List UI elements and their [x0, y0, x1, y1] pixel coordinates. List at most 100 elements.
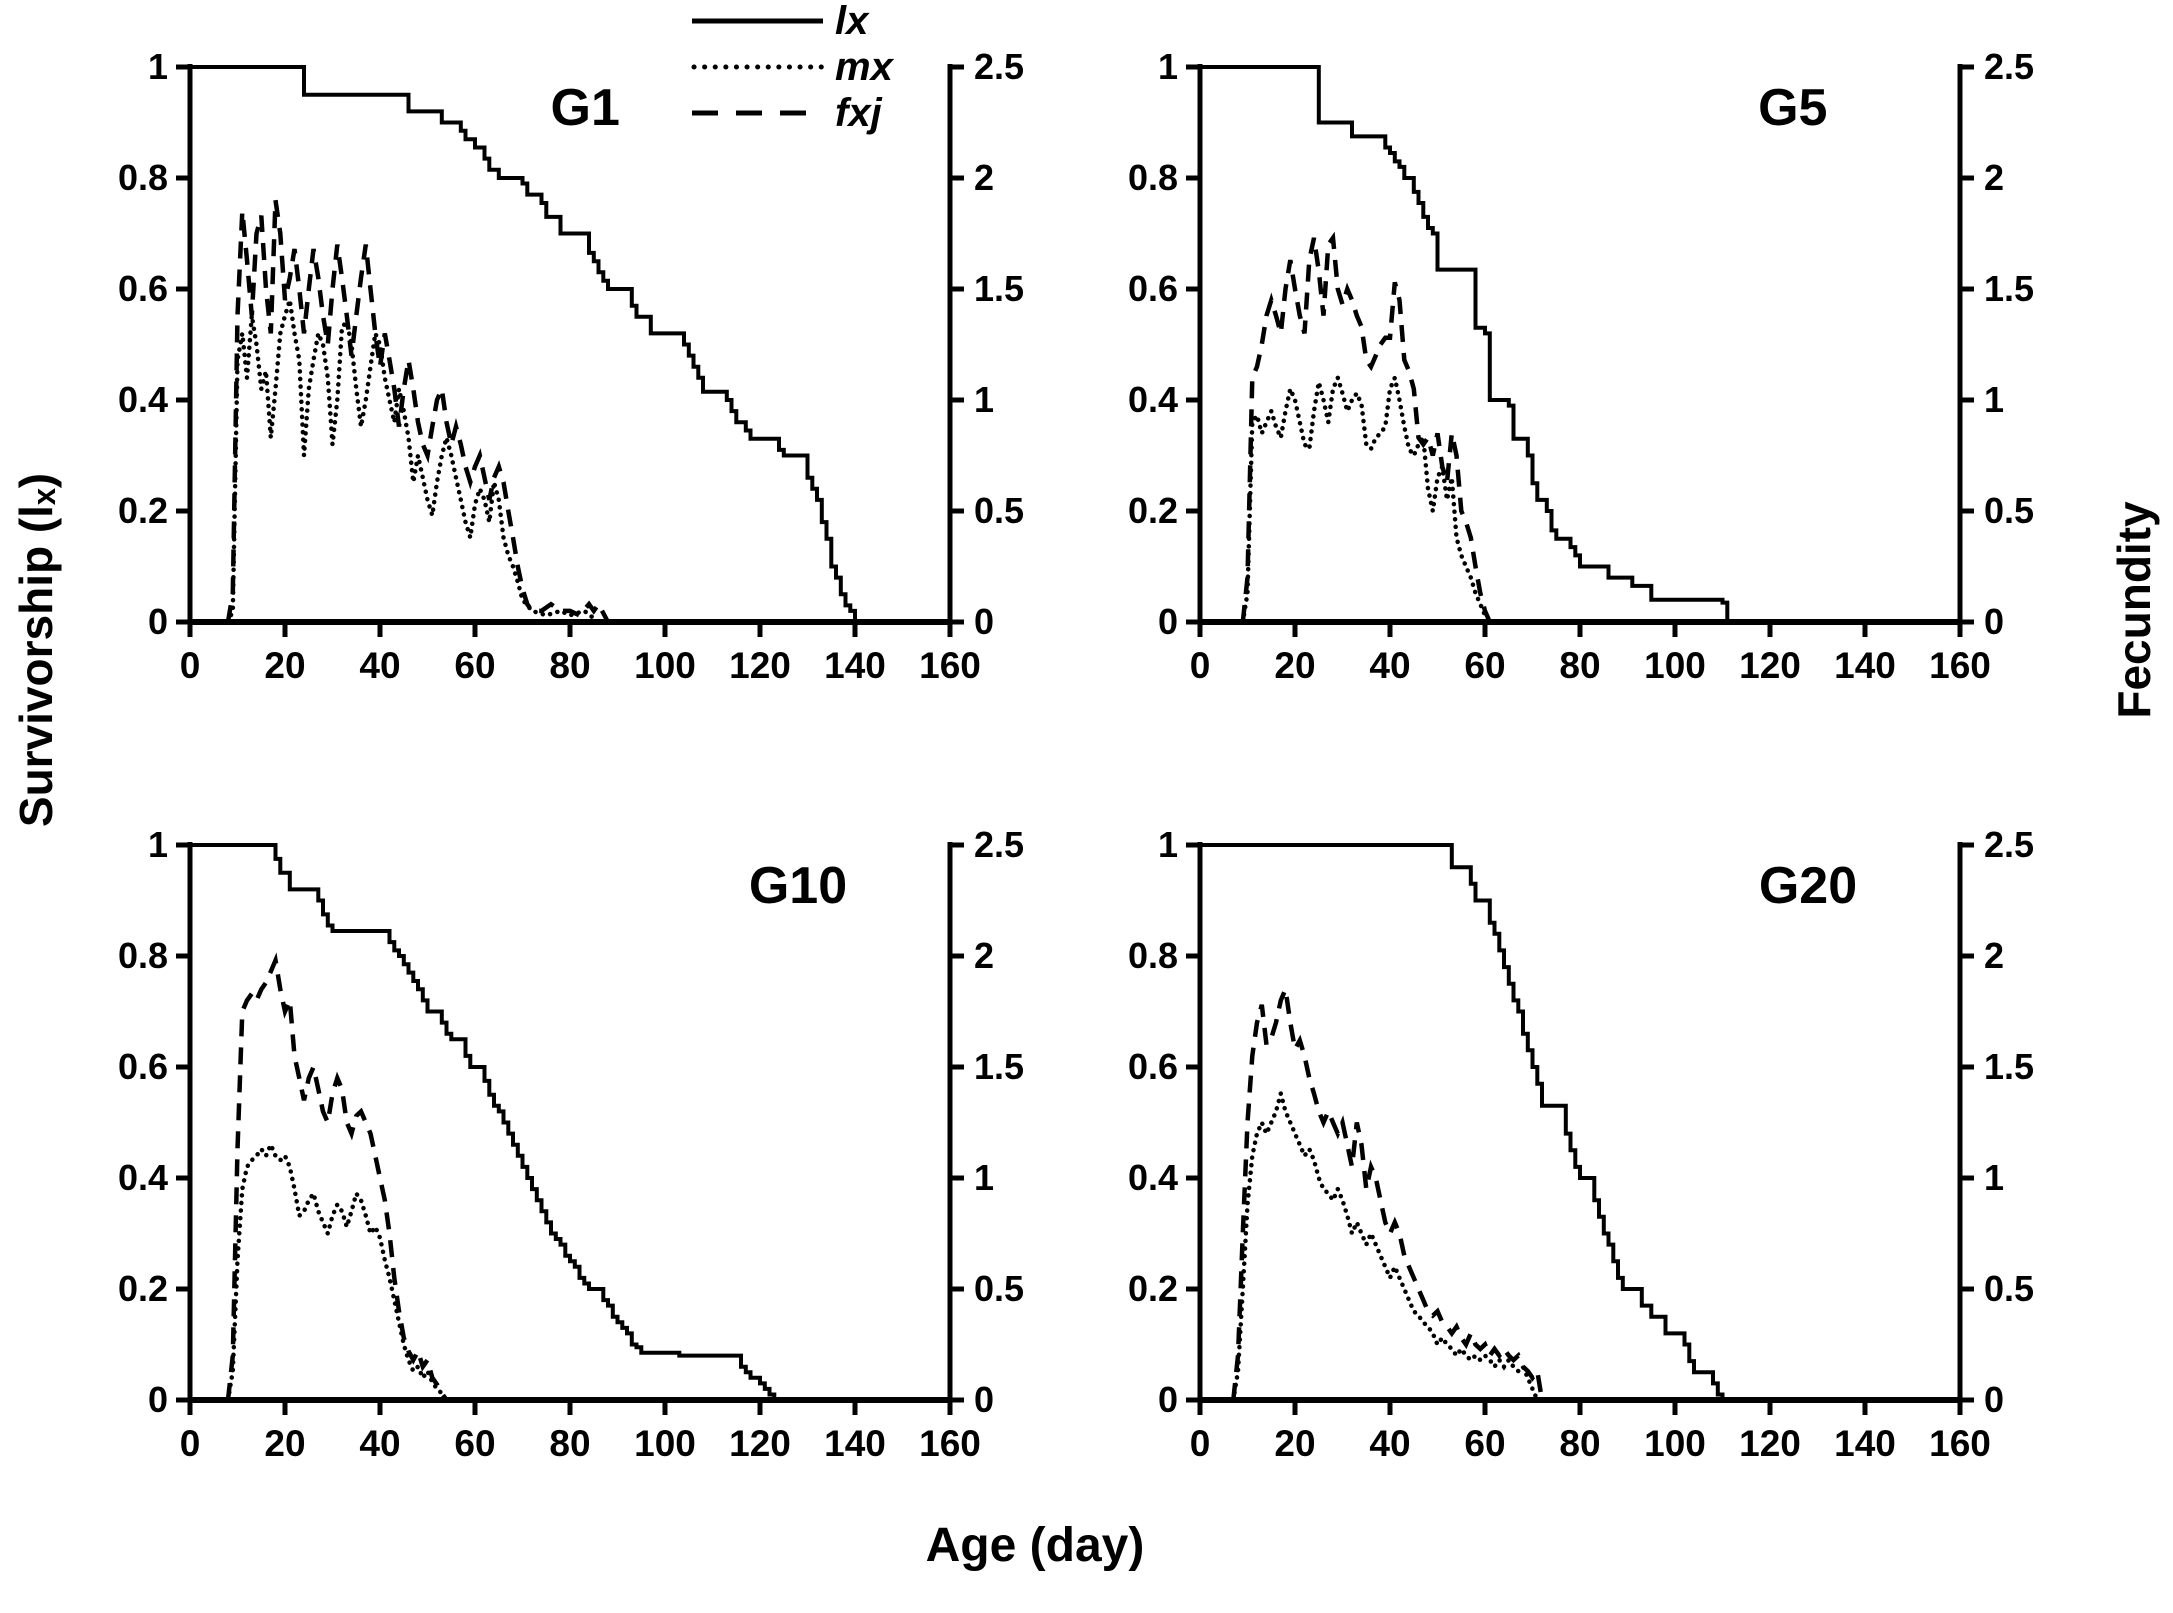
right-tick-label: 1: [1984, 1157, 2004, 1198]
panel-title: G10: [749, 857, 847, 915]
right-tick-label: 1: [974, 379, 994, 420]
left-tick-label: 1: [148, 46, 168, 87]
legend-line-solid-icon: [692, 18, 823, 24]
x-tick-label: 160: [919, 645, 981, 686]
legend-label-fxj: fxj: [835, 91, 882, 135]
chart-grid: 0 0.2 0.4 0.6 0.8 1 0 0.5 1 1.5 2 2.5 0 20 40 60 80 100 12…: [85, 25, 2065, 1464]
x-tick-label: 160: [1929, 645, 1991, 686]
x-tick-label: 140: [1834, 645, 1896, 686]
left-tick-label: 0.2: [118, 490, 168, 531]
x-tick-label: 160: [1929, 1423, 1991, 1464]
legend-item-lx: lx: [690, 0, 893, 42]
left-tick-label: 1: [1158, 824, 1178, 865]
left-tick-label: 0.4: [118, 1157, 168, 1198]
left-tick-label: 0.2: [1128, 490, 1178, 531]
legend-label-lx: lx: [835, 0, 869, 43]
right-tick-label: 1.5: [1984, 268, 2034, 309]
series-fxj: [225, 199, 610, 624]
left-tick-label: 0.8: [1128, 157, 1178, 198]
x-tick-label: 40: [1369, 1423, 1410, 1464]
right-tick-label: 0: [1984, 1379, 2004, 1420]
left-tick-label: 0.6: [1128, 268, 1178, 309]
right-tick-label: 0.5: [1984, 490, 2034, 531]
left-tick-label: 0.8: [1128, 935, 1178, 976]
legend-line-dashed-icon: [692, 110, 823, 116]
left-tick-label: 0.4: [1128, 379, 1178, 420]
right-tick-label: 1: [1984, 379, 2004, 420]
x-tick-label: 40: [359, 645, 400, 686]
left-tick-label: 0: [1158, 1379, 1178, 1420]
x-tick-label: 40: [359, 1423, 400, 1464]
right-tick-label: 1.5: [1984, 1046, 2034, 1087]
right-tick-label: 2: [1984, 935, 2004, 976]
x-axis-title: Age (day): [925, 1519, 1145, 1572]
x-tick-label: 100: [1644, 1423, 1706, 1464]
x-tick-label: 20: [264, 1423, 305, 1464]
x-tick-label: 0: [180, 1423, 201, 1464]
left-tick-label: 0: [1158, 601, 1178, 642]
left-tick-label: 1: [1158, 46, 1178, 87]
x-tick-label: 20: [1274, 1423, 1315, 1464]
panel-title: G1: [551, 79, 620, 137]
x-tick-label: 20: [264, 645, 305, 686]
x-tick-label: 100: [634, 645, 696, 686]
x-tick-label: 40: [1369, 645, 1410, 686]
x-tick-label: 80: [1559, 645, 1600, 686]
left-tick-label: 0.4: [1128, 1157, 1178, 1198]
left-tick-label: 0.6: [118, 268, 168, 309]
x-tick-label: 60: [1464, 1423, 1505, 1464]
legend-label-mx: mx: [835, 45, 893, 89]
right-tick-label: 2.5: [1984, 824, 2034, 865]
series-lx: [1200, 843, 1725, 1400]
x-tick-label: 120: [1739, 645, 1801, 686]
right-tick-label: 2.5: [974, 46, 1024, 87]
x-tick-label: 80: [549, 1423, 590, 1464]
right-tick-label: 0: [974, 1379, 994, 1420]
right-tick-label: 0: [1984, 601, 2004, 642]
series-mx: [225, 1138, 449, 1403]
series-mx: [225, 299, 601, 625]
right-tick-label: 1.5: [974, 1046, 1024, 1087]
left-tick-label: 0.4: [118, 379, 168, 420]
x-tick-label: 60: [454, 1423, 495, 1464]
x-tick-label: 140: [824, 1423, 886, 1464]
legend: lx mx fxj: [690, 0, 893, 134]
left-tick-label: 0: [148, 601, 168, 642]
left-tick-label: 0.6: [1128, 1046, 1178, 1087]
left-tick-label: 0.2: [118, 1268, 168, 1309]
right-tick-label: 0: [974, 601, 994, 642]
series-lx: [190, 65, 857, 622]
left-tick-label: 0.2: [1128, 1268, 1178, 1309]
chart-panel-g5: 0 0.2 0.4 0.6 0.8 1 0 0.5 1 1.5 2 2.5 0 20 40 60 80 100 12…: [1128, 46, 2034, 686]
x-tick-label: 140: [1834, 1423, 1896, 1464]
legend-item-fxj: fxj: [690, 92, 893, 134]
chart-panel-g1: 0 0.2 0.4 0.6 0.8 1 0 0.5 1 1.5 2 2.5 0 20 40 60 80 100 12…: [118, 46, 1024, 686]
right-tick-label: 0.5: [1984, 1268, 2034, 1309]
right-tick-label: 2: [974, 157, 994, 198]
left-tick-label: 1: [148, 824, 168, 865]
panel-title: G20: [1759, 857, 1857, 915]
x-tick-label: 80: [1559, 1423, 1600, 1464]
right-tick-label: 2.5: [974, 824, 1024, 865]
x-tick-label: 100: [1644, 645, 1706, 686]
x-tick-label: 0: [1190, 1423, 1211, 1464]
x-tick-label: 120: [1739, 1423, 1801, 1464]
x-tick-label: 0: [1190, 645, 1211, 686]
right-tick-label: 2.5: [1984, 46, 2034, 87]
x-tick-label: 80: [549, 645, 590, 686]
chart-panel-g20: 0 0.2 0.4 0.6 0.8 1 0 0.5 1 1.5 2 2.5 0 20 40 60 80 100 12…: [1128, 824, 2034, 1464]
series-mx: [1231, 1084, 1540, 1403]
x-tick-label: 120: [729, 1423, 791, 1464]
right-tick-label: 2: [1984, 157, 2004, 198]
x-tick-label: 100: [634, 1423, 696, 1464]
series-lx: [190, 843, 777, 1400]
series-mx: [1240, 370, 1493, 625]
x-tick-label: 120: [729, 645, 791, 686]
legend-line-dotted-icon: [691, 64, 825, 70]
legend-item-mx: mx: [690, 46, 893, 88]
left-tick-label: 0.8: [118, 935, 168, 976]
x-tick-label: 0: [180, 645, 201, 686]
right-tick-label: 0.5: [974, 490, 1024, 531]
x-tick-label: 140: [824, 645, 886, 686]
x-tick-label: 60: [454, 645, 495, 686]
